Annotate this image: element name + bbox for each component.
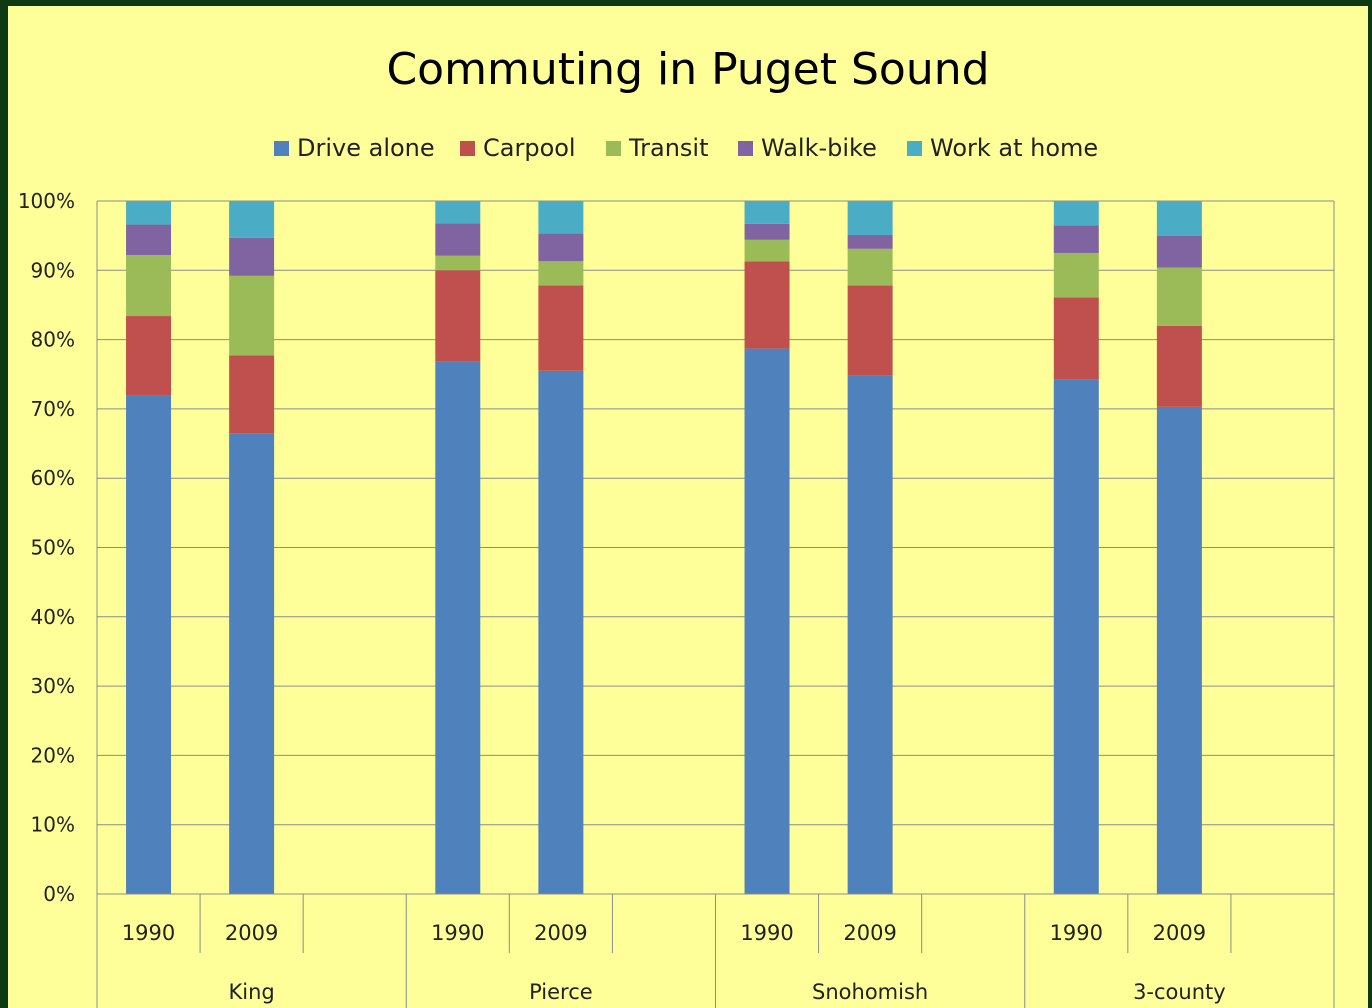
y-tick-label: 100%: [18, 189, 75, 213]
bar-work-at-home: [1053, 201, 1099, 226]
y-tick-label: 10%: [31, 813, 75, 837]
legend-label: Transit: [628, 134, 709, 162]
x-tick-label: 1990: [1050, 921, 1103, 945]
bar-work-at-home: [744, 201, 790, 224]
y-tick-label: 0%: [43, 882, 75, 906]
chart-frame: Commuting in Puget Sound 0% 10% 20% 30% 40% 5…: [8, 6, 1368, 1008]
bar-transit: [126, 255, 172, 317]
bar-carpool: [1156, 325, 1202, 407]
bar-walk-bike: [538, 233, 584, 262]
bar-drive-alone: [744, 348, 790, 894]
bar-carpool: [435, 270, 481, 362]
bar-transit: [229, 275, 275, 356]
group-label: 3-county: [1133, 980, 1226, 1004]
y-tick-label: 30%: [31, 674, 75, 698]
x-tick-label: 2009: [1153, 921, 1206, 945]
bar-carpool: [1053, 297, 1099, 380]
bar-drive-alone: [1053, 379, 1099, 894]
legend-label: Carpool: [483, 134, 576, 162]
bar-carpool: [744, 261, 790, 349]
x-tick-label: 2009: [843, 921, 896, 945]
y-tick-label: 50%: [31, 536, 75, 560]
bar-transit: [1053, 252, 1099, 298]
bar-transit: [847, 248, 893, 286]
x-tick-label: 1990: [740, 921, 793, 945]
group-label: Snohomish: [812, 980, 928, 1004]
legend-swatch: [274, 141, 289, 156]
bar-walk-bike: [847, 234, 893, 249]
chart-plot: 0% 10% 20% 30% 40% 50% 60% 70% 80% 90% 100% 1990 200…: [18, 134, 1335, 1008]
bar-transit: [1156, 267, 1202, 326]
group-label: Pierce: [529, 980, 593, 1004]
legend-label: Walk-bike: [761, 134, 877, 162]
bar-transit: [744, 239, 790, 262]
bar-work-at-home: [435, 201, 481, 224]
bar-drive-alone: [847, 375, 893, 894]
bar-drive-alone: [435, 361, 481, 894]
bar-carpool: [847, 285, 893, 376]
y-tick-label: 20%: [31, 743, 75, 767]
bar-work-at-home: [847, 201, 893, 235]
legend-swatch: [907, 141, 922, 156]
bar-transit: [435, 255, 481, 271]
y-tick-label: 90%: [31, 258, 75, 282]
bar-walk-bike: [126, 224, 172, 256]
bar-transit: [538, 261, 584, 286]
bar-work-at-home: [126, 201, 172, 225]
bar-work-at-home: [538, 201, 584, 234]
y-tick-label: 40%: [31, 605, 75, 629]
legend-swatch: [606, 141, 621, 156]
bar-drive-alone: [1156, 406, 1202, 894]
x-tick-label: 1990: [431, 921, 484, 945]
bar-work-at-home: [1156, 201, 1202, 236]
bar-drive-alone: [126, 395, 172, 894]
legend-swatch: [738, 141, 753, 156]
y-tick-label: 70%: [31, 397, 75, 421]
chart-title: Commuting in Puget Sound: [386, 44, 990, 95]
bar-walk-bike: [744, 223, 790, 240]
bar-carpool: [126, 316, 172, 396]
x-tick-label: 1990: [122, 921, 175, 945]
legend-label: Work at home: [930, 134, 1098, 162]
bar-walk-bike: [435, 223, 481, 256]
x-tick-label: 2009: [534, 921, 587, 945]
bar-walk-bike: [229, 237, 275, 276]
y-tick-label: 60%: [31, 466, 75, 490]
bar-walk-bike: [1156, 235, 1202, 268]
bar-work-at-home: [229, 201, 275, 238]
legend-swatch: [460, 141, 475, 156]
bar-walk-bike: [1053, 225, 1099, 253]
x-tick-label: 2009: [225, 921, 278, 945]
group-label: King: [229, 980, 275, 1004]
bar-carpool: [229, 355, 275, 434]
y-tick-label: 80%: [31, 328, 75, 352]
legend-label: Drive alone: [297, 134, 435, 162]
bar-drive-alone: [538, 370, 584, 894]
bar-carpool: [538, 285, 584, 371]
bar-drive-alone: [229, 433, 275, 894]
